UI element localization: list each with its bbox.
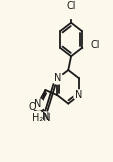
- Text: N: N: [75, 90, 82, 100]
- Text: N: N: [41, 112, 49, 122]
- Text: Cl: Cl: [90, 40, 99, 50]
- Text: O: O: [28, 102, 36, 112]
- Text: Cl: Cl: [66, 1, 75, 11]
- Text: N: N: [34, 99, 41, 109]
- Text: N: N: [53, 73, 61, 83]
- Text: H₂N: H₂N: [31, 113, 50, 123]
